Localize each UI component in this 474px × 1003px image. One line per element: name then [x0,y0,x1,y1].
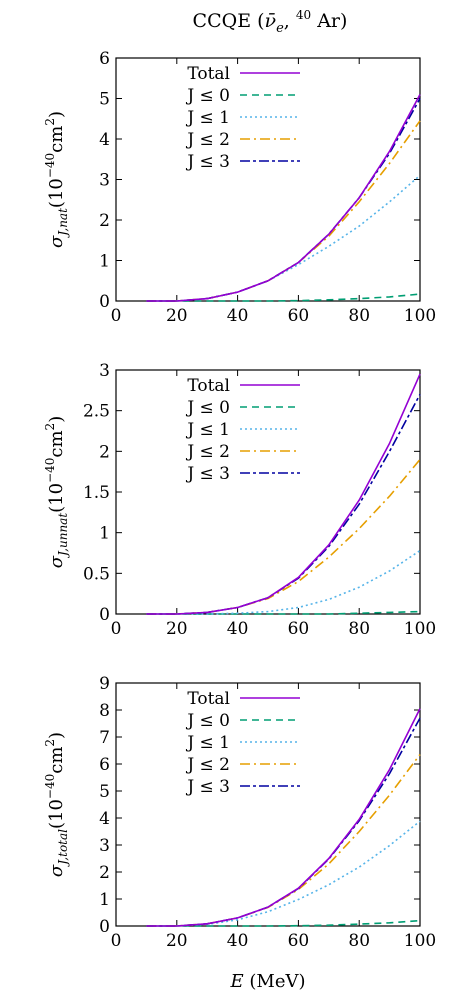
legend-entry: J ≤ 3 [185,152,300,172]
x-axis-label: E (MeV) [230,971,306,992]
y-tick-label: 2.5 [83,402,110,422]
y-axis-label: σJ,nat(10−40cm2) [43,111,70,248]
legend-entry: J ≤ 2 [185,755,300,775]
y-tick-label: 1 [99,524,110,544]
legend-entry: J ≤ 1 [185,108,300,128]
x-tick-label: 80 [348,619,370,639]
y-tick-label: 5 [99,782,110,802]
x-tick-label: 100 [404,931,436,951]
x-tick-label: 40 [227,931,249,951]
y-axis-label: σJ,total(10−40cm2) [43,732,70,877]
x-tick-label: 40 [227,306,249,326]
x-tick-label: 60 [288,931,310,951]
legend-entry: J ≤ 0 [185,86,300,106]
x-tick-label: 60 [288,306,310,326]
y-axis-label: σJ,unnat(10−40cm2) [43,416,70,568]
x-tick-label: 20 [166,306,188,326]
legend-entry: Total [187,64,300,84]
legend-entry: J ≤ 3 [185,464,300,484]
series-line-1 [146,919,421,927]
legend-entry: J ≤ 1 [185,733,300,753]
series-line-0 [146,94,421,302]
legend-entry: J ≤ 1 [185,420,300,440]
x-tick-label: 60 [288,619,310,639]
y-tick-label: 1 [99,252,110,272]
series-line-0 [146,708,421,927]
x-tick-label: 20 [166,619,188,639]
legend-label: Total [187,376,230,396]
x-tick-label: 100 [404,306,436,326]
legend-entry: J ≤ 2 [185,442,300,462]
legend-label: J ≤ 1 [185,420,230,440]
y-tick-label: 4 [99,130,110,150]
x-tick-label: 80 [348,306,370,326]
y-tick-label: 7 [99,728,110,748]
x-tick-label: 0 [111,931,122,951]
figure-title: CCQE (ν̄e, 40 Ar) [193,8,348,36]
legend-label: J ≤ 2 [185,755,230,775]
x-tick-label: 40 [227,619,249,639]
x-tick-label: 0 [111,619,122,639]
series-line-1 [146,293,421,302]
legend-label: J ≤ 2 [185,130,230,150]
y-tick-label: 0.5 [83,564,110,584]
series-line-2 [146,174,421,302]
x-tick-label: 20 [166,931,188,951]
legend-label: J ≤ 0 [185,86,230,106]
x-tick-label: 100 [404,619,436,639]
x-tick-label: 80 [348,931,370,951]
y-tick-label: 8 [99,701,110,721]
legend-label: J ≤ 3 [185,777,230,797]
panels: 0 20 40 60 80 1000123456σJ,nat(10−40cm2)Total… [43,49,436,951]
y-tick-label: 6 [99,755,110,775]
series-line-0 [146,373,421,615]
series-line-4 [146,98,421,302]
y-tick-label: 4 [99,809,110,829]
y-tick-label: 3 [99,361,110,381]
y-tick-label: 9 [99,674,110,694]
legend-entry: J ≤ 2 [185,130,300,150]
y-tick-label: 3 [99,171,110,191]
legend-label: J ≤ 3 [185,464,230,484]
y-tick-label: 2 [99,211,110,231]
legend-label: J ≤ 0 [185,398,230,418]
y-tick-label: 0 [99,292,110,312]
y-tick-label: 2 [99,442,110,462]
y-tick-label: 0 [99,917,110,937]
legend-label: J ≤ 2 [185,442,230,462]
y-tick-label: 1 [99,890,110,910]
legend-label: Total [187,689,230,709]
series-line-1 [146,610,421,615]
panel-1: 0 20 40 60 80 100 0 1 2 3 4 5 6 σJ,nat(10−40cm2) Total… [43,49,436,326]
legend-label: J ≤ 1 [185,733,230,753]
legend-label: J ≤ 0 [185,711,230,731]
y-tick-label: 3 [99,836,110,856]
x-tick-label: 0 [111,306,122,326]
legend-entry: J ≤ 3 [185,777,300,797]
series-line-2 [146,820,421,927]
legend-entry: J ≤ 0 [185,711,300,731]
legend-entry: Total [187,376,300,396]
y-tick-label: 6 [99,49,110,69]
y-tick-label: 1.5 [83,483,110,503]
legend-entry: J ≤ 0 [185,398,300,418]
legend-entry: Total [187,689,300,709]
panel-2: 0 20 40 60 80 100 0 0.5 1 1.5 2 2.5 3 σJ,unnat(10−40c… [43,361,436,639]
y-tick-label: 2 [99,863,110,883]
series-line-2 [146,549,421,615]
panel-3: 0 20 40 60 80 100 0 1 2 3 4 5 6 7 8 9 σJ,total(10−40cm2)… [43,674,436,951]
legend-label: J ≤ 1 [185,108,230,128]
legend-label: Total [187,64,230,84]
legend-label: J ≤ 3 [185,152,230,172]
y-tick-label: 5 [99,90,110,110]
y-tick-label: 0 [99,605,110,625]
